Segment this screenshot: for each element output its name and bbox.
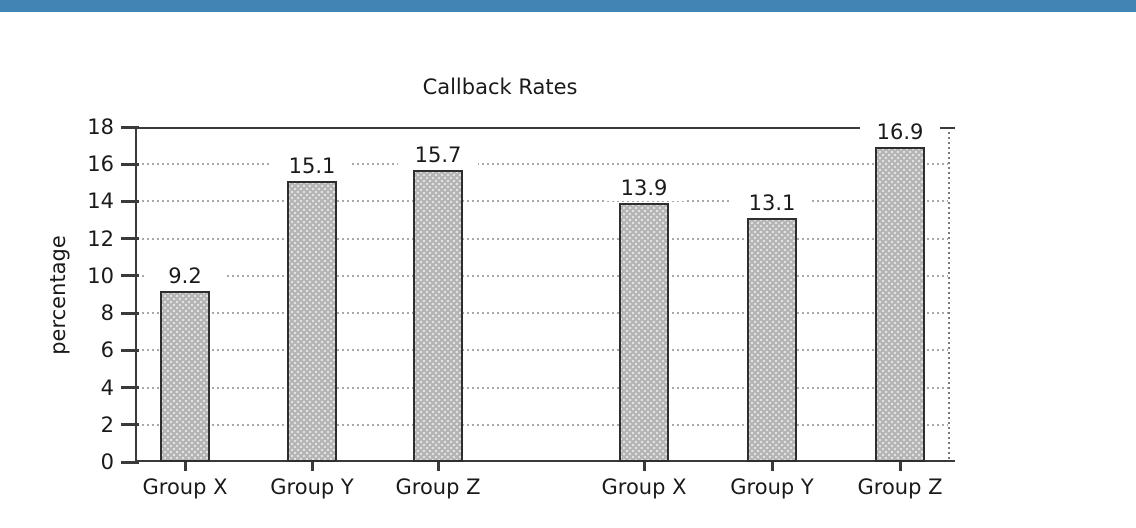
bar bbox=[619, 203, 669, 462]
bar-value-label: 15.7 bbox=[398, 141, 478, 168]
y-tick-mark bbox=[121, 460, 139, 464]
gridline bbox=[137, 163, 948, 166]
y-tick-label: 6 bbox=[100, 338, 114, 363]
bar-value-label: 13.1 bbox=[732, 190, 812, 217]
y-axis-line bbox=[135, 127, 137, 464]
y-tick-label: 12 bbox=[87, 226, 114, 251]
y-tick-mark bbox=[121, 423, 139, 427]
x-tick-mark bbox=[310, 462, 314, 471]
gridline bbox=[137, 237, 948, 240]
bar bbox=[413, 169, 463, 462]
y-tick-mark bbox=[121, 125, 139, 129]
bar-value-label: 13.9 bbox=[604, 175, 684, 202]
y-tick-mark bbox=[121, 311, 139, 315]
x-tick-label: Group Y bbox=[730, 475, 814, 499]
gridline bbox=[137, 349, 948, 352]
y-tick-label: 0 bbox=[100, 450, 114, 474]
x-axis-line bbox=[135, 460, 955, 462]
x-tick-mark bbox=[436, 462, 440, 471]
y-tick-label: 10 bbox=[87, 263, 114, 288]
x-tick-mark bbox=[642, 462, 646, 471]
bar bbox=[875, 147, 925, 462]
bar-value-label: 15.1 bbox=[272, 152, 352, 179]
plot-right-border bbox=[948, 127, 950, 462]
x-tick-label: Group Z bbox=[857, 475, 943, 499]
y-tick-label: 4 bbox=[100, 375, 114, 400]
gridline bbox=[137, 312, 948, 315]
y-tick-label: 8 bbox=[100, 301, 114, 326]
x-tick-label: Group Z bbox=[395, 475, 481, 499]
y-tick-mark bbox=[121, 162, 139, 166]
top-accent-bar bbox=[0, 0, 1136, 12]
x-tick-mark bbox=[770, 462, 774, 471]
y-tick-label: 18 bbox=[87, 115, 114, 139]
bar bbox=[747, 218, 797, 462]
y-tick-label: 14 bbox=[87, 189, 114, 214]
bar-value-label: 16.9 bbox=[860, 119, 940, 146]
y-tick-label: 16 bbox=[87, 152, 114, 177]
y-tick-mark bbox=[121, 348, 139, 352]
x-tick-mark bbox=[898, 462, 902, 471]
gridline bbox=[137, 423, 948, 426]
y-tick-mark bbox=[121, 386, 139, 390]
bar bbox=[287, 180, 337, 462]
x-tick-label: Group Y bbox=[270, 475, 354, 499]
x-tick-label: Group X bbox=[142, 475, 228, 499]
x-tick-label: Group X bbox=[601, 475, 687, 499]
plot-top-border bbox=[135, 127, 955, 129]
bar bbox=[160, 290, 210, 462]
y-tick-mark bbox=[121, 237, 139, 241]
y-tick-mark bbox=[121, 274, 139, 278]
x-tick-mark bbox=[183, 462, 187, 471]
y-tick-label: 2 bbox=[100, 412, 114, 437]
gridline bbox=[137, 386, 948, 389]
gridline bbox=[137, 200, 948, 203]
y-tick-mark bbox=[121, 199, 139, 203]
gridline bbox=[137, 274, 948, 277]
chart-title: Callback Rates bbox=[422, 75, 578, 99]
bar-value-label: 9.2 bbox=[145, 262, 225, 289]
